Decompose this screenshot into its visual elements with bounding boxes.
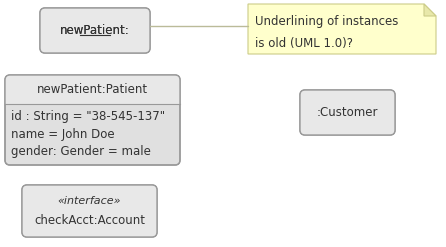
Polygon shape	[248, 4, 436, 54]
Text: is old (UML 1.0)?: is old (UML 1.0)?	[255, 37, 353, 50]
Text: name = John Doe: name = John Doe	[11, 128, 115, 141]
Bar	[5, 99, 180, 104]
FancyBboxPatch shape	[22, 185, 157, 237]
Text: id : String = "38-545-137": id : String = "38-545-137"	[11, 110, 165, 124]
FancyBboxPatch shape	[5, 75, 180, 165]
Text: gender: Gender = male: gender: Gender = male	[11, 145, 151, 158]
FancyBboxPatch shape	[40, 8, 150, 53]
Text: newPatient:Patient: newPatient:Patient	[37, 83, 148, 96]
Text: Underlining of instances: Underlining of instances	[255, 15, 398, 28]
FancyBboxPatch shape	[22, 185, 157, 237]
Text: checkAcct:Account: checkAcct:Account	[34, 214, 145, 227]
FancyBboxPatch shape	[300, 90, 395, 135]
FancyBboxPatch shape	[5, 75, 180, 104]
Text: newPatient:: newPatient:	[60, 24, 130, 37]
Text: newPatient:: newPatient:	[60, 24, 130, 37]
Polygon shape	[424, 4, 436, 16]
Text: «interface»: «interface»	[58, 196, 121, 206]
FancyBboxPatch shape	[300, 90, 395, 135]
FancyBboxPatch shape	[40, 8, 150, 53]
Text: :Customer: :Customer	[317, 106, 378, 119]
